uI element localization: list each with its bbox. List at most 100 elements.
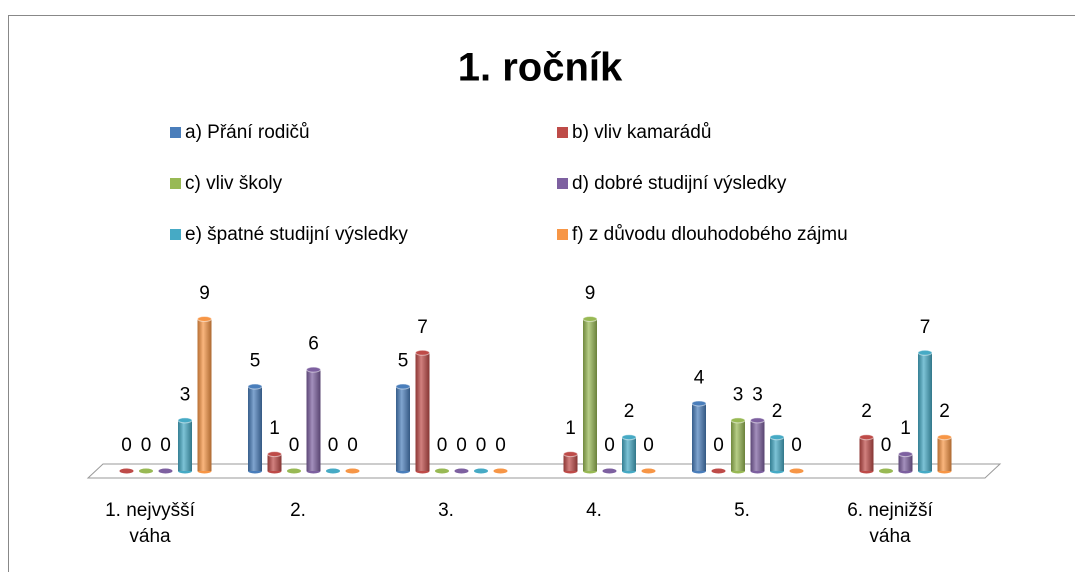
data-label: 0 — [456, 435, 467, 456]
legend-label: c) vliv školy — [185, 173, 283, 194]
bar — [287, 468, 301, 474]
bar — [158, 468, 173, 474]
bar — [247, 383, 263, 474]
bar-shade — [750, 420, 765, 471]
data-label: 0 — [881, 435, 892, 456]
bar — [119, 468, 134, 474]
bar — [621, 434, 637, 474]
bar — [474, 468, 488, 474]
data-label: 0 — [141, 435, 152, 456]
bar — [711, 468, 726, 474]
bar — [267, 451, 282, 474]
bar — [306, 366, 321, 474]
data-label: 0 — [289, 435, 300, 456]
bar — [730, 417, 746, 474]
data-label: 0 — [476, 435, 487, 456]
bar-base — [287, 468, 301, 474]
bar-top — [621, 434, 637, 441]
bar-shade — [415, 352, 430, 471]
bar-base — [711, 468, 726, 474]
bar — [345, 468, 360, 474]
bar-base — [879, 468, 893, 474]
data-label: 9 — [585, 283, 596, 304]
bar — [139, 468, 153, 474]
x-tick-label: 6. nejnižší váha — [847, 500, 933, 547]
legend-label: b) vliv kamarádů — [572, 122, 711, 143]
data-label: 0 — [121, 435, 132, 456]
legend-swatch — [557, 127, 568, 138]
legend-label: f) z důvodu dlouhodobého zájmu — [572, 224, 848, 245]
bar-shade — [396, 386, 410, 471]
bar — [326, 468, 340, 474]
bar — [917, 349, 933, 474]
bar-shade — [898, 454, 913, 471]
data-label: 7 — [417, 317, 428, 338]
data-label: 0 — [713, 435, 724, 456]
data-label: 2 — [624, 401, 635, 422]
bar-shade — [918, 352, 932, 471]
bar — [859, 434, 874, 474]
data-label: 5 — [398, 351, 409, 372]
bar-top — [730, 417, 746, 424]
bar-top — [937, 434, 952, 441]
bar — [582, 316, 598, 474]
bar-base — [158, 468, 173, 474]
legend-swatch — [557, 229, 568, 240]
legend-label: e) špatné studijní výsledky — [185, 224, 408, 245]
bar — [415, 349, 430, 474]
data-label: 6 — [308, 334, 319, 355]
data-label: 5 — [250, 351, 261, 372]
x-tick-label: 1. nejvyšší váha — [105, 500, 195, 547]
bar-base — [454, 468, 469, 474]
bar — [898, 451, 913, 474]
x-tick-label: 4. — [586, 500, 602, 521]
bar-shade — [731, 420, 745, 471]
data-label: 0 — [604, 435, 615, 456]
frame — [8, 15, 1075, 572]
bar-top — [691, 400, 707, 407]
bar-shade — [859, 437, 874, 471]
x-tick-label: 3. — [438, 500, 454, 521]
bar-shade — [770, 437, 784, 471]
data-label: 0 — [495, 435, 506, 456]
data-label: 1 — [565, 418, 576, 439]
legend-label: a) Přání rodičů — [185, 122, 310, 143]
bar-top — [267, 451, 282, 458]
bar-shade — [563, 454, 578, 471]
bar-top — [197, 316, 212, 322]
bar-shade — [583, 319, 597, 471]
bar-top — [415, 349, 430, 356]
data-label: 4 — [694, 367, 705, 388]
data-label: 1 — [269, 418, 280, 439]
bar — [563, 451, 578, 474]
data-label: 9 — [199, 283, 210, 304]
bar — [641, 468, 656, 474]
bar-shade — [622, 437, 636, 471]
data-label: 2 — [939, 401, 950, 422]
bar-top — [247, 383, 263, 390]
bar-shade — [937, 437, 952, 471]
data-label: 0 — [791, 435, 802, 456]
bar-top — [898, 451, 913, 458]
bar-base — [435, 468, 449, 474]
data-label: 2 — [772, 401, 783, 422]
bar — [937, 434, 952, 474]
data-label: 1 — [900, 418, 911, 439]
bar-top — [859, 434, 874, 441]
legend-label: d) dobré studijní výsledky — [572, 173, 787, 194]
legend-swatch — [170, 229, 181, 240]
bar-shade — [267, 454, 282, 471]
bar-base — [326, 468, 340, 474]
data-label: 7 — [920, 317, 931, 338]
bar-top — [769, 434, 785, 441]
bar-base — [474, 468, 488, 474]
chart-title: 1. ročník — [458, 46, 623, 90]
bar-base — [119, 468, 134, 474]
bar-top — [395, 383, 411, 390]
data-label: 0 — [160, 435, 171, 456]
x-tick-label: 5. — [734, 500, 750, 521]
data-label: 3 — [733, 384, 744, 405]
data-label: 0 — [643, 435, 654, 456]
bar — [395, 383, 411, 474]
